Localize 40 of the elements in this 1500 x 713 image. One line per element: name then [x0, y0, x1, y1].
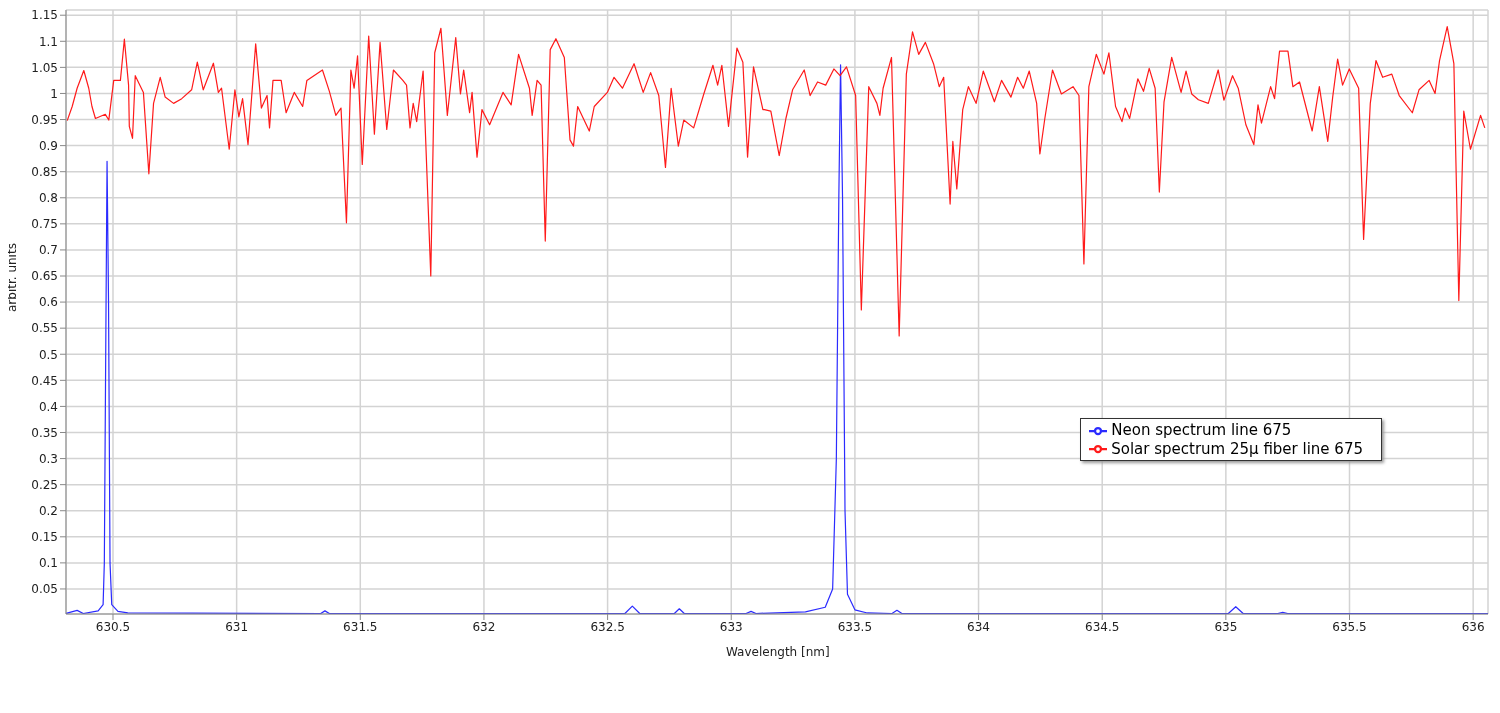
y-tick-label: 1.15: [31, 8, 58, 23]
y-tick-label: 1: [50, 86, 58, 101]
x-tick-label: 635.5: [1332, 619, 1367, 634]
x-tick-label: 636: [1461, 619, 1485, 634]
y-tick-label: 0.25: [31, 477, 58, 492]
y-tick-label: 0.15: [31, 530, 58, 545]
legend-label: Neon spectrum line 675: [1111, 421, 1292, 439]
y-tick-label: 0.45: [31, 373, 58, 388]
y-tick-label: 0.35: [31, 425, 58, 440]
y-tick-label: 0.5: [38, 347, 58, 362]
x-tick-label: 633.5: [837, 619, 873, 634]
y-tick-label: 0.6: [38, 295, 58, 310]
x-tick-label: 631.5: [343, 619, 378, 634]
y-tick-label: 0.8: [38, 191, 58, 206]
legend-label: Solar spectrum 25μ fiber line 675: [1111, 439, 1363, 458]
y-tick-label: 0.7: [38, 243, 58, 258]
y-tick-label: 0.05: [31, 582, 58, 597]
x-tick-label: 632.5: [590, 619, 625, 634]
y-tick-label: 0.1: [38, 556, 58, 571]
x-tick-label: 634.5: [1085, 619, 1120, 634]
y-tick-label: 1.1: [38, 34, 58, 49]
x-tick-label: 633: [719, 619, 743, 634]
line-series: [66, 26, 1486, 337]
x-tick-label: 631: [225, 619, 249, 634]
x-tick-label: 632: [472, 619, 496, 634]
y-tick-label: 0.9: [38, 138, 58, 153]
x-tick-label: 634: [967, 619, 991, 634]
x-tick-label: 630.5: [95, 619, 131, 634]
y-tick-label: 0.65: [31, 269, 58, 284]
y-tick-label: 0.4: [38, 399, 58, 414]
y-axis-title: arbitr. units: [5, 243, 20, 312]
y-tick-label: 0.95: [31, 112, 58, 127]
y-tick-label: 1.05: [31, 60, 58, 75]
x-axis-title: Wavelength [nm]: [726, 645, 830, 659]
x-tick-label: 635: [1214, 619, 1238, 634]
y-tick-label: 0.85: [31, 164, 58, 179]
y-tick-label: 0.3: [38, 451, 58, 466]
y-tick-label: 0.2: [38, 503, 58, 518]
y-tick-label: 0.55: [31, 321, 58, 336]
y-tick-label: 0.75: [31, 217, 58, 232]
